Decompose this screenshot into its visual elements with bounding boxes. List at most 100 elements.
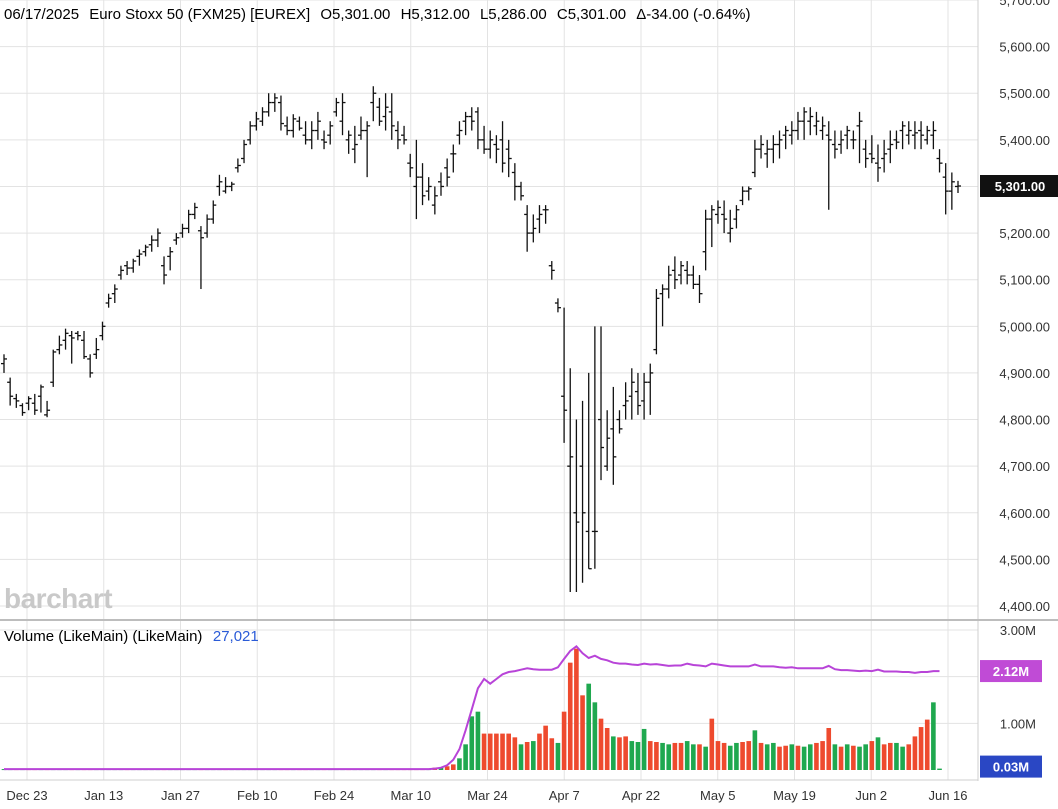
ohlc-bar xyxy=(850,130,857,150)
ohlc-bar xyxy=(758,135,765,159)
volume-bar xyxy=(906,744,912,770)
ohlc-bar xyxy=(388,93,395,140)
volume-title: Volume (LikeMain) (LikeMain) xyxy=(4,628,202,645)
ohlc-bar xyxy=(825,121,832,210)
ohlc-bar xyxy=(44,400,51,418)
ohlc-bar xyxy=(567,368,574,593)
ohlc-bar xyxy=(462,111,469,136)
volume-bar xyxy=(543,725,548,770)
ohlc-bar xyxy=(899,121,906,150)
ohlc-bar xyxy=(918,121,925,150)
volume-bar xyxy=(623,736,628,770)
volume-bar xyxy=(697,744,702,770)
volume-bar xyxy=(795,745,801,770)
price-x-grid xyxy=(26,0,949,780)
ohlc-bar xyxy=(696,275,703,304)
ohlc-bar xyxy=(468,107,475,131)
ohlc-bar xyxy=(745,186,752,201)
price-badge-text: 5,301.00 xyxy=(995,179,1046,194)
ohlc-bar xyxy=(801,107,808,140)
volume-value: 27,021 xyxy=(213,628,259,645)
volume-bar xyxy=(746,741,752,770)
volume-bar xyxy=(487,733,493,770)
volume-bar xyxy=(531,741,536,770)
ohlc-bar xyxy=(579,400,586,583)
volume-bar xyxy=(771,742,776,770)
ohlc-bar xyxy=(881,139,888,173)
ohlc-bar xyxy=(653,289,660,355)
volume-bar xyxy=(832,744,838,770)
ohlc-bar xyxy=(844,125,851,150)
ohlc-bar xyxy=(68,330,75,364)
ohlc-bar xyxy=(659,284,666,327)
ohlc-bar xyxy=(450,144,457,173)
ohlc-bar xyxy=(604,410,611,471)
ohlc-bar xyxy=(518,181,525,201)
ohlc-bar xyxy=(610,386,617,485)
ohlc-bar xyxy=(678,261,685,285)
volume-bar xyxy=(660,742,665,770)
volume-bar xyxy=(783,745,788,770)
price-badge: 5,301.00 xyxy=(980,175,1058,197)
volume-bar xyxy=(512,737,518,770)
volume-bar xyxy=(678,742,684,770)
ohlc-bar xyxy=(874,144,881,182)
ohlc-bar xyxy=(942,163,949,215)
ohlc-bar xyxy=(616,410,623,434)
ohlc-bar xyxy=(524,205,531,252)
ohlc-bar xyxy=(376,97,383,126)
ohlc-bar xyxy=(862,139,869,168)
ohlc-bar xyxy=(505,139,512,178)
volume-bar xyxy=(672,742,678,770)
date-tick-label: Feb 24 xyxy=(314,788,354,803)
price-tick-label: 5,600.00 xyxy=(999,40,1050,55)
volume-bar xyxy=(629,741,635,770)
ohlc-bar xyxy=(499,121,506,173)
volume-tick-label: 1.00M xyxy=(1000,716,1036,731)
volume-bar xyxy=(740,742,745,770)
ohlc-bar xyxy=(370,86,377,122)
volume-bar xyxy=(931,702,936,770)
volume-badge: 0.03M xyxy=(980,755,1042,778)
chart-header: 06/17/2025 Euro Stoxx 50 (FXM25) [EUREX]… xyxy=(4,6,751,23)
ohlc-bar xyxy=(117,265,124,280)
watermark-logo: barchart xyxy=(4,583,112,614)
volume-bar xyxy=(703,746,708,770)
volume-bar xyxy=(647,741,653,770)
volume-bar xyxy=(912,736,918,770)
ohlc-bar xyxy=(401,125,408,145)
volume-grid xyxy=(0,629,978,724)
ohlc-bar xyxy=(185,209,192,234)
ohlc-bar xyxy=(130,258,137,273)
ohlc-bar xyxy=(87,354,94,378)
ohlc-bar xyxy=(161,256,168,285)
volume-bar xyxy=(549,738,555,770)
volume-bar xyxy=(801,746,807,770)
ohlc-bar xyxy=(493,135,500,164)
ohlc-bar xyxy=(228,181,235,192)
ohlc-bar xyxy=(284,116,291,136)
ohlc-bar xyxy=(548,261,555,280)
ohlc-bar xyxy=(357,116,364,140)
ohlc-bar xyxy=(382,93,389,131)
ohlc-bar xyxy=(813,111,820,136)
volume-bar xyxy=(851,745,856,770)
volume-bar xyxy=(494,733,499,770)
ohlc-bar xyxy=(437,172,444,196)
ohlc-bar xyxy=(19,403,26,416)
header-close: C5,301.00 xyxy=(557,6,626,23)
ohlc-bar xyxy=(197,226,204,290)
ohlc-bar xyxy=(905,121,912,145)
ohlc-bar xyxy=(727,209,734,243)
volume-bar xyxy=(604,728,610,770)
price-tick-label: 4,400.00 xyxy=(999,599,1050,614)
ohlc-bar xyxy=(770,135,777,164)
ohlc-bar xyxy=(204,214,211,238)
ohlc-bar xyxy=(665,265,672,299)
volume-bar xyxy=(457,758,462,770)
ohlc-bar xyxy=(345,130,352,154)
ohlc-bar xyxy=(50,349,57,387)
ohlc-bar xyxy=(684,261,691,285)
date-tick-label: Feb 10 xyxy=(237,788,277,803)
volume-bar xyxy=(875,737,881,770)
